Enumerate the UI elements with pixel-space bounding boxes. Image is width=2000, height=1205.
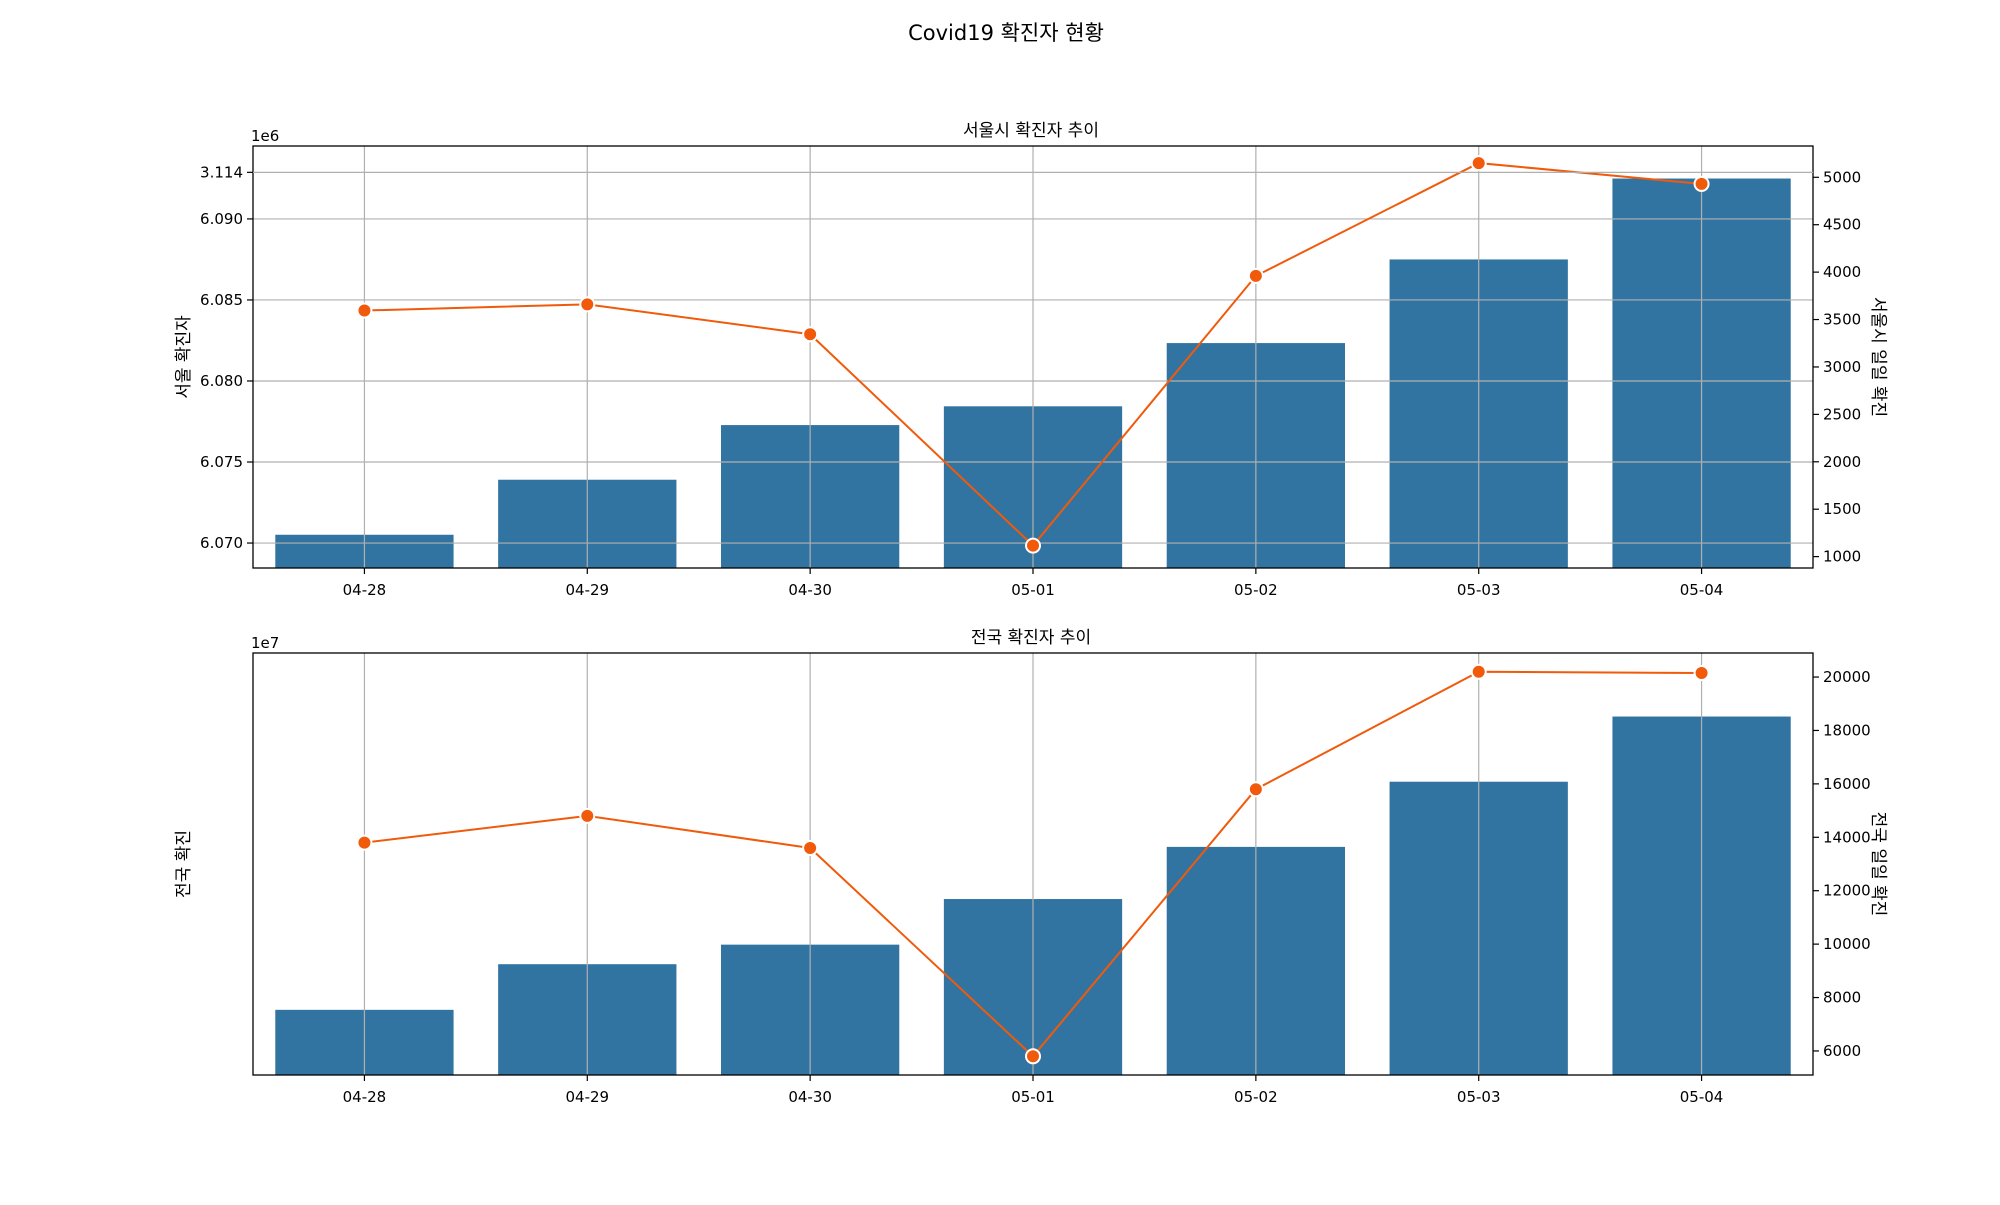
seoul-line-point — [356, 302, 373, 319]
seoul-chart-panel: 서울시 확진자 추이 1e6 서울 확진자 서울시 일일 확진 6.0706.0… — [174, 121, 1888, 599]
seoul-left-ticks: 6.070 6.075 6.080 6.085 6.090 — [200, 210, 253, 552]
nationwide-right-tick-label: 10000 — [1823, 935, 1871, 953]
seoul-x-tick-label: 04-28 — [343, 581, 387, 599]
seoul-x-tick-label: 05-03 — [1457, 581, 1501, 599]
seoul-line-series — [356, 155, 1710, 554]
nationwide-x-tick-label: 04-28 — [343, 1088, 387, 1106]
seoul-right-tick-label: 3000 — [1823, 358, 1861, 376]
seoul-right-tick-label: 4500 — [1823, 216, 1861, 234]
nationwide-x-tick-label: 04-30 — [788, 1088, 832, 1106]
seoul-x-ticks: 04-28 04-29 04-30 05-01 05-02 05-03 05-04 — [343, 568, 1724, 599]
seoul-right-tick-label: 2500 — [1823, 405, 1861, 423]
nationwide-right-ticks: 6000 8000 10000 12000 14000 16000 18000 20000 — [1813, 668, 1871, 1060]
seoul-x-tick-label: 04-30 — [788, 581, 832, 599]
nationwide-left-ticks: 3.1143.1163.1183.1203.1223.124 — [200, 163, 253, 181]
seoul-x-tick-label: 05-01 — [1011, 581, 1055, 599]
nationwide-left-tick-label: 3.114 — [200, 163, 243, 181]
nationwide-right-tick-label: 18000 — [1823, 721, 1871, 739]
nationwide-x-tick-label: 05-01 — [1011, 1088, 1055, 1106]
nationwide-chart-title: 전국 확진자 추이 — [971, 628, 1091, 648]
nationwide-grid — [253, 171, 1813, 1075]
nationwide-right-axis-label: 전국 일일 확진 — [1868, 812, 1888, 917]
seoul-right-tick-label: 3500 — [1823, 311, 1861, 329]
seoul-line-point — [802, 326, 819, 343]
nationwide-y-offset-label: 1e7 — [251, 634, 279, 652]
seoul-line-point — [1025, 537, 1041, 554]
seoul-right-tick-label: 4000 — [1823, 263, 1861, 281]
nationwide-x-tick-label: 04-29 — [565, 1088, 609, 1106]
nationwide-line-series — [356, 663, 1710, 1065]
nationwide-line-point — [1247, 781, 1264, 798]
seoul-left-tick-label: 6.070 — [200, 534, 243, 552]
nationwide-line-point — [1470, 663, 1487, 680]
seoul-right-tick-label: 1000 — [1823, 548, 1861, 566]
nationwide-right-tick-label: 6000 — [1823, 1042, 1861, 1060]
seoul-right-ticks: 1000 1500 2000 2500 3000 3500 4000 4500 5000 — [1813, 168, 1861, 566]
seoul-left-tick-label: 6.085 — [200, 291, 243, 309]
nationwide-left-axis-label: 전국 확진 — [174, 830, 194, 898]
seoul-left-axis-label: 서울 확진자 — [174, 315, 194, 399]
seoul-left-tick-label: 6.080 — [200, 372, 243, 390]
nationwide-line-point — [579, 807, 596, 824]
seoul-right-tick-label: 2000 — [1823, 453, 1861, 471]
seoul-x-tick-label: 04-29 — [565, 581, 609, 599]
seoul-line-point — [1693, 175, 1710, 192]
seoul-grid — [253, 146, 1813, 568]
seoul-right-tick-label: 1500 — [1823, 500, 1861, 518]
nationwide-x-tick-label: 05-02 — [1234, 1088, 1278, 1106]
nationwide-x-tick-label: 05-03 — [1457, 1088, 1501, 1106]
seoul-left-tick-label: 6.075 — [200, 453, 243, 471]
nationwide-right-tick-label: 16000 — [1823, 775, 1871, 793]
seoul-y-offset-label: 1e6 — [251, 127, 279, 145]
nationwide-line-point — [1025, 1048, 1041, 1065]
nationwide-x-tick-label: 05-04 — [1680, 1088, 1724, 1106]
seoul-x-tick-label: 05-04 — [1680, 581, 1724, 599]
seoul-line-point — [1470, 155, 1487, 172]
seoul-right-axis-label: 서울시 일일 확진 — [1868, 297, 1888, 417]
seoul-x-tick-label: 05-02 — [1234, 581, 1278, 599]
nationwide-chart-panel: 전국 확진자 추이 1e7 전국 확진 전국 일일 확진 3.1143.1163… — [174, 163, 1888, 1106]
seoul-left-tick-label: 6.090 — [200, 210, 243, 228]
seoul-line-point — [579, 296, 596, 313]
seoul-chart-title: 서울시 확진자 추이 — [963, 121, 1099, 141]
nationwide-right-tick-label: 20000 — [1823, 668, 1871, 686]
nationwide-line-point — [1693, 665, 1710, 682]
seoul-line-point — [1247, 267, 1264, 284]
nationwide-right-tick-label: 12000 — [1823, 882, 1871, 900]
nationwide-line-point — [802, 839, 819, 856]
seoul-right-tick-label: 5000 — [1823, 168, 1861, 186]
nationwide-line-point — [356, 834, 373, 851]
figure-suptitle: Covid19 확진자 현황 — [908, 21, 1104, 45]
nationwide-right-tick-label: 14000 — [1823, 828, 1871, 846]
nationwide-x-ticks: 04-28 04-29 04-30 05-01 05-02 05-03 05-04 — [343, 1075, 1724, 1106]
nationwide-right-tick-label: 8000 — [1823, 989, 1861, 1007]
